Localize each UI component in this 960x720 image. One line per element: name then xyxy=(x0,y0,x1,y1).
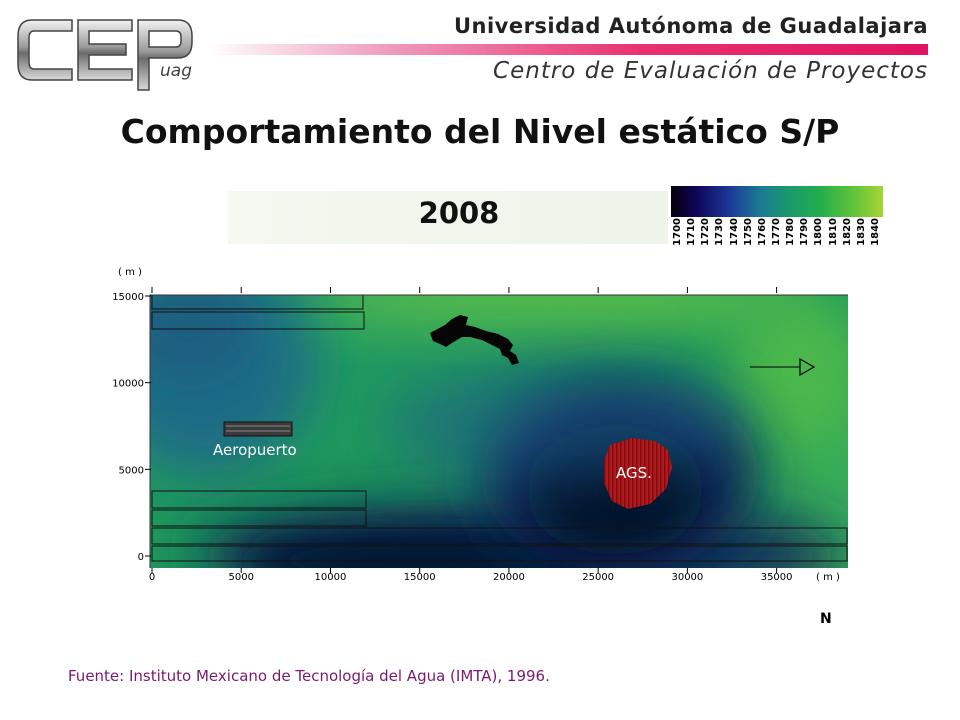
colorbar-tick-labels: 1700 1710 1720 1730 1740 1750 1760 1770 1780 1790… xyxy=(671,218,883,252)
airport-runway-lines xyxy=(226,425,290,432)
center-name: Centro de Evaluación de Proyectos xyxy=(493,58,928,84)
colorbar-tick: 1810 xyxy=(827,218,839,246)
colorbar-tick: 1780 xyxy=(785,218,797,246)
colorbar-tick: 1700 xyxy=(672,218,684,246)
colorbar-tick: 1830 xyxy=(855,218,867,246)
x-tick-label: 25000 xyxy=(582,572,614,583)
colorbar-tick: 1760 xyxy=(756,218,768,246)
x-tick-label: 35000 xyxy=(761,572,793,583)
colorbar-tick: 1800 xyxy=(813,218,825,246)
water-level-map: 0 5000 10000 15000 ( m ) 0 5000 10000 15000 2000… xyxy=(112,267,848,583)
right-arrow-icon xyxy=(750,357,816,377)
university-name: Universidad Autónoma de Guadalajara xyxy=(453,14,928,38)
colorbar-tick: 1840 xyxy=(869,218,881,246)
slide-title: Comportamiento del Nivel estático S/P xyxy=(120,112,840,151)
logo-sub-text: uag xyxy=(160,61,192,81)
colorbar-tick: 1770 xyxy=(771,218,782,246)
x-tick-label: 30000 xyxy=(671,572,703,583)
colorbar-tick: 1790 xyxy=(799,218,811,246)
colorbar-tick: 1750 xyxy=(742,218,754,246)
y-tick-label: 5000 xyxy=(119,465,144,476)
y-axis-unit-label: ( m ) xyxy=(118,267,142,278)
map-field xyxy=(150,295,848,568)
x-tick-label: 0 xyxy=(149,572,155,583)
x-tick-label: 5000 xyxy=(229,572,254,583)
colorbar-tick: 1740 xyxy=(728,218,740,246)
x-axis: 0 5000 10000 15000 20000 25000 30000 35000 ( m ) xyxy=(149,287,840,583)
well-strips xyxy=(151,294,848,562)
annotation-ags: AGS. xyxy=(616,464,652,482)
year-banner xyxy=(228,191,668,244)
y-tick-label: 15000 xyxy=(112,292,144,303)
colorbar-tick: 1720 xyxy=(700,218,712,246)
header-accent-bar xyxy=(208,44,928,55)
x-tick-label: 20000 xyxy=(493,572,525,583)
y-tick-label: 10000 xyxy=(112,379,144,390)
colorbar-tick: 1710 xyxy=(686,218,698,246)
ags-city-shape xyxy=(604,438,672,509)
year-label: 2008 xyxy=(418,196,500,230)
x-axis-unit-label: ( m ) xyxy=(816,572,840,583)
annotation-aeropuerto: Aeropuerto xyxy=(213,441,297,459)
y-tick-label: 0 xyxy=(138,552,144,563)
source-citation: Fuente: Instituto Mexicano de Tecnología… xyxy=(68,667,550,685)
y-axis: 0 5000 10000 15000 ( m ) xyxy=(112,267,151,563)
colorbar-tick: 1820 xyxy=(841,218,853,246)
x-tick-label: 15000 xyxy=(404,572,436,583)
reservoir-shape xyxy=(430,315,519,365)
colorbar-tick: 1730 xyxy=(714,218,726,246)
north-label: N xyxy=(820,611,832,627)
colorbar xyxy=(671,186,883,217)
cep-uag-logo: uag xyxy=(17,19,193,91)
x-tick-label: 10000 xyxy=(315,572,347,583)
airport-marker xyxy=(223,421,293,437)
